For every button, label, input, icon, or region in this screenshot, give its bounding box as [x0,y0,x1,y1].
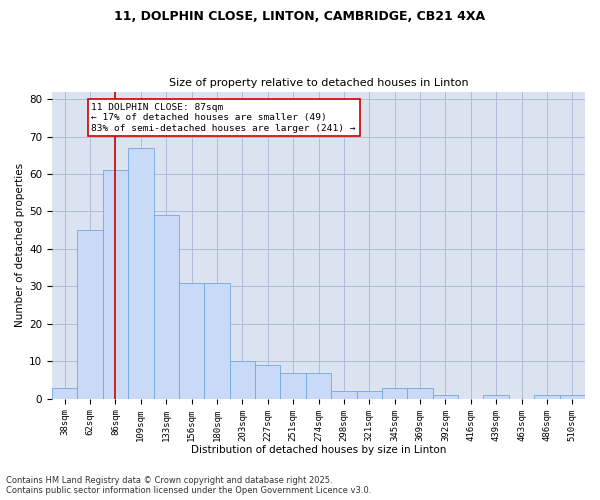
Y-axis label: Number of detached properties: Number of detached properties [15,163,25,328]
X-axis label: Distribution of detached houses by size in Linton: Distribution of detached houses by size … [191,445,446,455]
Bar [306,372,331,399]
Bar [204,282,230,399]
Title: Size of property relative to detached houses in Linton: Size of property relative to detached ho… [169,78,469,88]
Bar [560,395,585,399]
Bar [407,388,433,399]
Bar [433,395,458,399]
Bar [356,392,382,399]
Bar [154,215,179,399]
Text: 11 DOLPHIN CLOSE: 87sqm
← 17% of detached houses are smaller (49)
83% of semi-de: 11 DOLPHIN CLOSE: 87sqm ← 17% of detache… [91,103,356,132]
Text: 11, DOLPHIN CLOSE, LINTON, CAMBRIDGE, CB21 4XA: 11, DOLPHIN CLOSE, LINTON, CAMBRIDGE, CB… [115,10,485,23]
Bar [484,395,509,399]
Bar [331,392,356,399]
Bar [230,362,255,399]
Text: Contains HM Land Registry data © Crown copyright and database right 2025.
Contai: Contains HM Land Registry data © Crown c… [6,476,371,495]
Bar [128,148,154,399]
Bar [103,170,128,399]
Bar [280,372,306,399]
Bar [534,395,560,399]
Bar [382,388,407,399]
Bar [77,230,103,399]
Bar [255,365,280,399]
Bar [52,388,77,399]
Bar [179,282,204,399]
